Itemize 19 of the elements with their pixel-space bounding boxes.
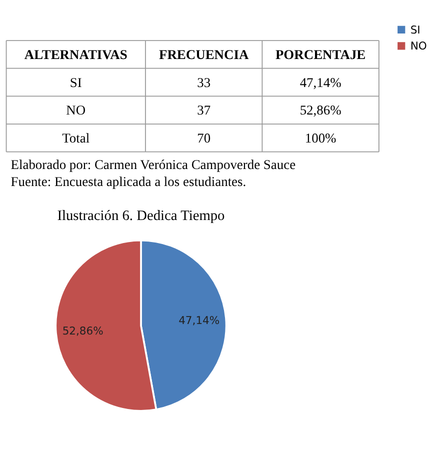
legend-label: SI xyxy=(410,23,420,36)
source-note: Fuente: Encuesta aplicada a los estudiantes. xyxy=(10,174,246,189)
text: Total xyxy=(62,130,90,146)
text: 47,14% xyxy=(300,74,342,90)
text: 37 xyxy=(197,102,211,118)
text: PORCENTAJE xyxy=(275,46,366,62)
data-label: 47,14% xyxy=(178,314,220,327)
text: FRECUENCIA xyxy=(158,46,249,62)
text: 52,86% xyxy=(300,102,342,118)
text: Ilustración 6. Dedica Tiempo xyxy=(57,208,225,224)
legend-label: NO xyxy=(410,40,427,52)
data-label: 52,86% xyxy=(62,324,104,338)
text: 33 xyxy=(197,74,211,90)
text: ALTERNATIVAS xyxy=(24,46,128,62)
text: 70 xyxy=(197,130,211,146)
text: 100% xyxy=(304,130,336,146)
text: SI xyxy=(70,74,82,90)
text: NO xyxy=(66,102,86,118)
text: Elaborado por: Carmen Verónica Campoverde Sauce xyxy=(10,156,296,172)
